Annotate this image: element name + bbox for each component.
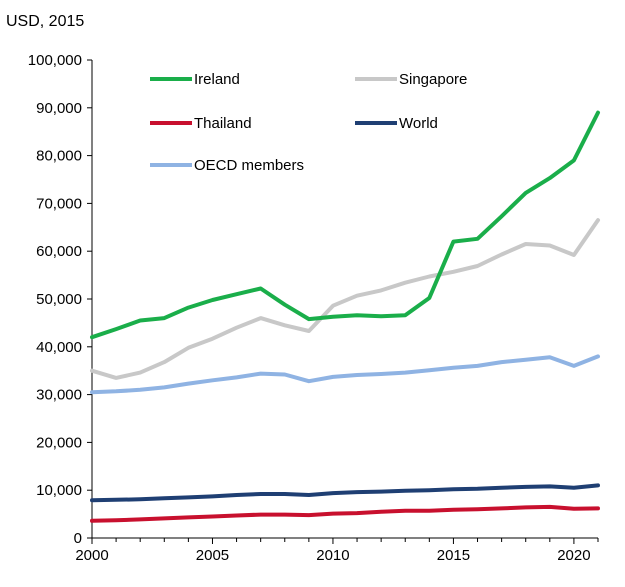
y-tick-label: 90,000 [36,100,82,117]
x-tick-label: 2005 [196,547,229,564]
series-line-thailand [90,504,600,523]
x-tick-label: 2000 [75,547,108,564]
y-tick-label: 80,000 [36,148,82,165]
series-line-oecd-members [90,354,600,395]
legend: Ireland Singapore Thailand World OECD member… [150,71,467,174]
y-tick-label: 70,000 [36,195,82,212]
legend-label-singapore: Singapore [399,71,467,88]
y-tick-label: 30,000 [36,387,82,404]
y-tick-label: 40,000 [36,339,82,356]
series-line-singapore [90,218,600,380]
y-tick-label: 20,000 [36,434,82,451]
y-tick-label: 0 [74,530,82,547]
x-tick-label: 2010 [316,547,349,564]
y-tick-label: 50,000 [36,291,82,308]
x-tick-label: 2020 [557,547,590,564]
legend-label-ireland: Ireland [194,71,240,88]
series-layer [90,110,600,523]
y-tick-label: 100,000 [28,52,82,69]
legend-label-thailand: Thailand [194,115,252,132]
series-line-world [90,483,600,503]
series-line-ireland [90,110,600,340]
legend-label-oecd-members: OECD members [194,157,304,174]
y-tick-label: 60,000 [36,243,82,260]
legend-label-world: World [399,115,438,132]
y-tick-label: 10,000 [36,482,82,499]
axes: 0 10,000 20,000 30,000 40,000 50,000 60,000 70,… [28,52,599,564]
x-tick-label: 2015 [437,547,470,564]
unit-label: USD, 2015 [6,13,84,30]
